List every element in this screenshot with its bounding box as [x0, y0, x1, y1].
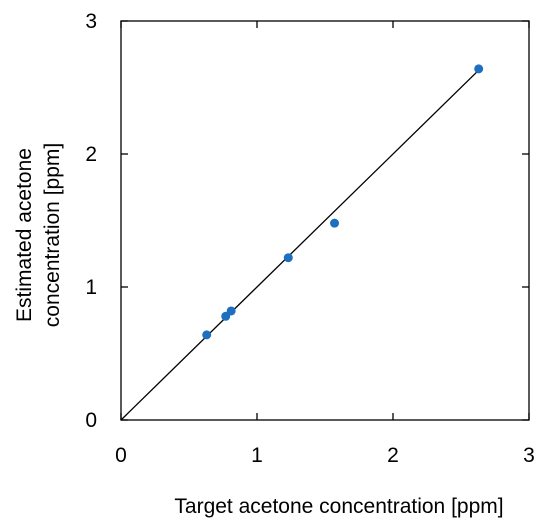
y-axis-title-line-2: concentration [ppm]: [41, 143, 64, 327]
y-axis-title: Estimated acetone concentration [ppm]: [13, 143, 64, 327]
y-tick-labels: 0 1 2 3: [85, 10, 97, 432]
y-tick-label: 1: [85, 276, 97, 299]
y-tick-label: 2: [85, 143, 97, 166]
x-tick-label: 3: [523, 444, 535, 467]
x-tick-labels: 0 1 2 3: [115, 444, 535, 467]
y-tick-label: 0: [85, 409, 97, 432]
data-points: [202, 64, 484, 340]
data-point: [474, 64, 484, 74]
x-tick-label: 2: [387, 444, 399, 467]
data-point: [202, 330, 212, 340]
reference-line: [120, 69, 480, 421]
data-point: [330, 218, 340, 228]
y-tick-label: 3: [85, 10, 97, 33]
x-axis-title: Target acetone concentration [ppm]: [174, 495, 503, 518]
x-tick-label: 1: [251, 444, 263, 467]
data-point: [283, 253, 293, 263]
plot-frame: [120, 20, 530, 421]
tick-marks: [120, 20, 530, 421]
data-point: [226, 306, 236, 316]
y-axis-title-line-1: Estimated acetone: [13, 148, 36, 322]
x-tick-label: 0: [115, 444, 127, 467]
